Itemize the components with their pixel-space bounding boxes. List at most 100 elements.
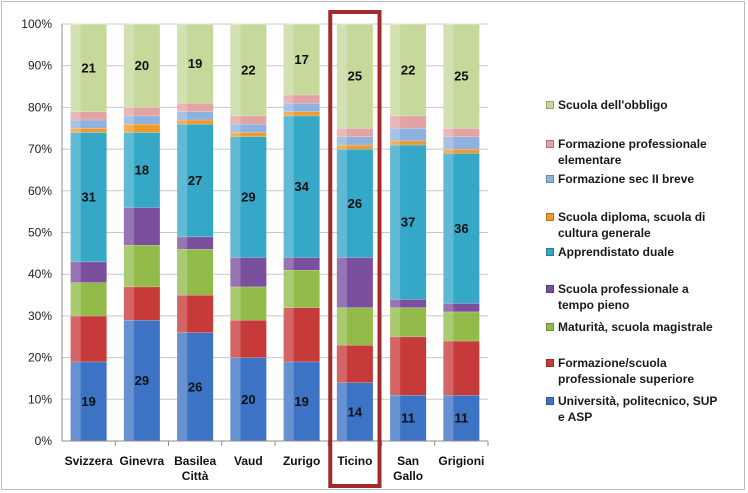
bar-segment-fill — [230, 320, 267, 358]
bar-segment-shine — [283, 103, 294, 112]
bar-segment — [390, 115, 427, 129]
bar-segment-fill — [123, 286, 160, 321]
bar-segment-shine — [177, 24, 188, 104]
bar-segment-shine — [177, 249, 188, 296]
legend-label: Apprendistato duale — [558, 244, 748, 260]
legend-label-line: Scuola dell'obbligo — [558, 98, 668, 112]
bar-segment-shine — [123, 115, 134, 125]
bar-segment — [390, 298, 427, 308]
bar-segment-shine — [230, 320, 241, 358]
bar-segment-fill — [70, 24, 107, 112]
highlight-box — [328, 10, 382, 488]
bar-segment — [336, 344, 373, 383]
bar-segment-fill — [123, 245, 160, 287]
bar-segment-shine — [443, 153, 454, 304]
legend-label-line: Formazione professionale — [558, 137, 707, 151]
bar-segment-fill — [123, 132, 160, 208]
bar-segment-fill — [443, 128, 480, 137]
bar-segment-fill — [390, 115, 427, 129]
bar-segment-shine — [390, 336, 401, 396]
bar-segment — [443, 311, 480, 341]
bar-segment — [443, 394, 480, 441]
bar-segment-shine — [443, 136, 454, 150]
bar-segment-fill — [70, 361, 107, 441]
bar-segment-shine — [336, 345, 347, 383]
bar-segment-fill — [123, 207, 160, 246]
legend-label-line: Formazione sec II breve — [558, 172, 695, 186]
bar-segment-shine — [283, 270, 294, 308]
bar-segment — [283, 269, 320, 308]
bar-segment-shine — [336, 136, 347, 145]
data-label: 36 — [454, 221, 468, 236]
bar-segment-shine — [390, 128, 401, 141]
data-label: 31 — [81, 190, 95, 205]
y-tick-label: 20% — [28, 351, 52, 365]
bar-segment-shine — [336, 128, 347, 137]
bar-segment-shine — [70, 111, 81, 120]
bar-segment-fill — [336, 24, 373, 129]
bar-segment-fill — [283, 24, 320, 95]
bar-segment-shine — [70, 261, 81, 283]
bar-segment-shine — [177, 332, 188, 441]
bar-segment-shine — [283, 111, 294, 116]
bar-segment-shine — [70, 282, 81, 316]
bar-segment — [230, 319, 267, 358]
bar-segment — [230, 132, 267, 137]
bar-segment-shine — [177, 236, 188, 250]
legend-label-line: Apprendistato duale — [558, 245, 675, 259]
bar-segment — [443, 23, 480, 129]
y-tick-label: 30% — [28, 309, 52, 323]
bar-segment-fill — [230, 357, 267, 441]
data-label: 19 — [81, 394, 95, 409]
y-tick-label: 100% — [21, 17, 52, 31]
bar-segment — [230, 286, 267, 321]
bar-segment-fill — [283, 270, 320, 308]
bar-segment — [177, 111, 214, 120]
x-tick-label: San — [397, 454, 419, 468]
bar-segment-shine — [283, 94, 294, 104]
bar-segment-shine — [177, 119, 188, 125]
y-tick-label: 90% — [28, 59, 52, 73]
bar-segment-fill — [123, 24, 160, 108]
bar-segment-fill — [283, 103, 320, 112]
bar-segment — [336, 257, 373, 308]
bar-segment — [443, 340, 480, 396]
bar-segment-shine — [177, 295, 188, 333]
bar-segment-shine — [230, 132, 241, 137]
bar-segment-shine — [70, 119, 81, 129]
data-label: 22 — [401, 62, 415, 77]
bar-segment-shine — [123, 132, 134, 208]
bar-segment-shine — [177, 111, 188, 120]
bar-segment-fill — [123, 107, 160, 116]
bar-segment — [70, 132, 107, 262]
bar-segment — [177, 248, 214, 296]
bar-segment-fill — [390, 128, 427, 141]
bar-segment-shine — [230, 136, 241, 258]
bar-segment-shine — [336, 257, 347, 308]
highlight-rectangle — [328, 10, 382, 488]
legend-swatch — [546, 175, 554, 183]
bar-segment — [336, 23, 373, 129]
bar-segment-shine — [70, 128, 81, 133]
bar-segment-fill — [443, 149, 480, 154]
bar-segment-shine — [123, 286, 134, 321]
bar-segment-shine — [390, 24, 401, 116]
data-labels: 19 31 21 29 18 20 26 27 19 20 29 22 19 34 17 14 26 25 11 37… — [81, 52, 468, 426]
bar-segment-fill — [123, 320, 160, 441]
bar-segment-shine — [230, 357, 241, 441]
x-tick-label: Zurigo — [283, 454, 320, 468]
bar-segment-fill — [336, 307, 373, 346]
bar-segment-fill — [390, 307, 427, 337]
bar-segment-shine — [283, 361, 294, 441]
bar-segment-fill — [177, 332, 214, 441]
bar-segment — [177, 236, 214, 250]
legend-label-line: Maturità, scuola magistrale — [558, 320, 713, 334]
data-label: 29 — [241, 190, 255, 205]
bar-segment-fill — [70, 132, 107, 262]
legend-label: Formazione sec II breve — [558, 171, 748, 187]
bar-segment-fill — [177, 111, 214, 120]
bar-segment-fill — [390, 24, 427, 116]
bar-segment-fill — [177, 124, 214, 237]
bar-segment-fill — [443, 340, 480, 396]
